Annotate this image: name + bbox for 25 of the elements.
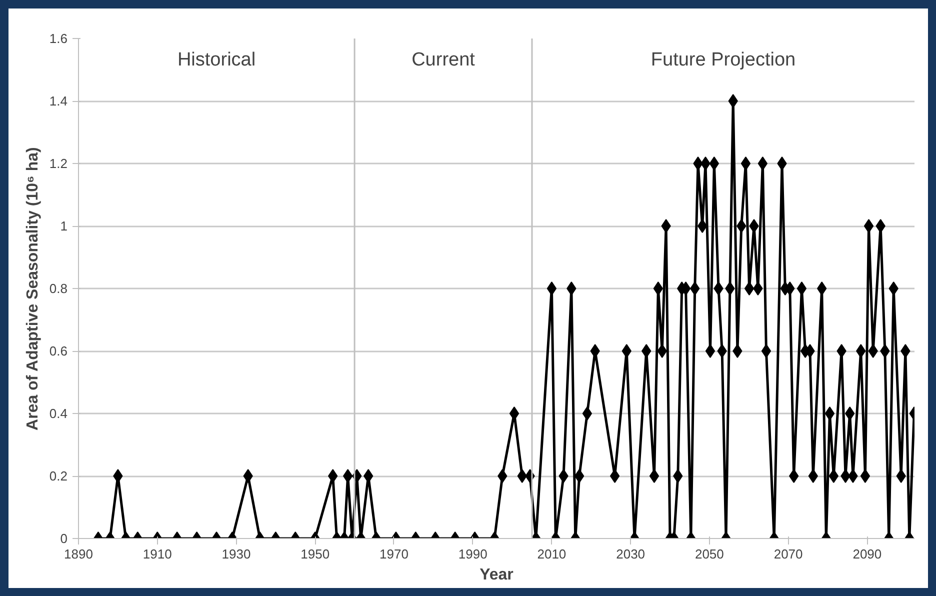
x-tick-label: 1970 <box>380 546 408 562</box>
y-tick-label: 1.2 <box>49 156 68 171</box>
y-tick-label: 1.4 <box>49 94 68 108</box>
annotation: Future Projection <box>650 50 796 70</box>
y-tick-label: 0.6 <box>49 344 68 358</box>
annotation: Current <box>412 50 476 70</box>
x-tick-label: 2030 <box>616 546 646 562</box>
x-tick-label: 2070 <box>774 546 803 562</box>
y-tick-label: 0.8 <box>49 281 68 296</box>
x-tick-label: 2090 <box>852 546 882 562</box>
x-tick-label: 1890 <box>64 546 93 562</box>
x-tick-label: 2050 <box>694 546 724 562</box>
y-axis-title: Area of Adaptive Seasonality (10⁶ ha) <box>24 147 42 430</box>
y-tick-label: 1.6 <box>49 31 68 46</box>
x-tick-label: 1930 <box>222 546 251 562</box>
y-tick-label: 0.4 <box>49 406 68 421</box>
x-axis-title: Year <box>480 566 514 584</box>
x-tick-label: 1910 <box>142 546 172 562</box>
y-tick-label: 1 <box>60 218 68 234</box>
y-tick-label: 0 <box>60 531 68 546</box>
x-tick-label: 2010 <box>537 546 566 562</box>
x-tick-label: 1990 <box>458 546 488 562</box>
annotation: Historical <box>177 50 256 70</box>
y-tick-label: 0.2 <box>49 468 68 484</box>
x-tick-label: 1950 <box>300 546 330 562</box>
